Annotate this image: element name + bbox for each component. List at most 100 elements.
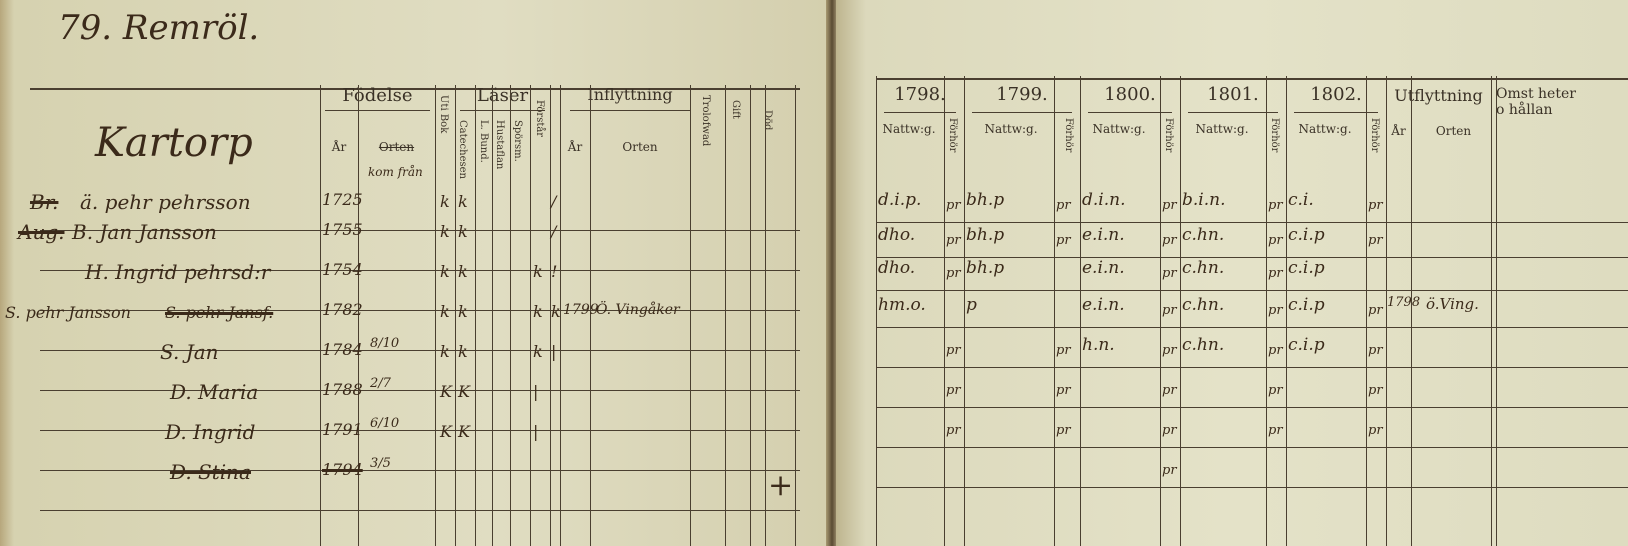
utflyttning-header: Utflyttning	[1394, 86, 1483, 105]
column-divider	[475, 85, 476, 546]
cell-forhor: pr	[1162, 343, 1177, 358]
cell-nattwg: c.hn.	[1182, 225, 1225, 245]
birth-year: 1791	[322, 420, 363, 439]
cell-forhor: pr	[1056, 383, 1071, 398]
nattwg-header: Nattw:g.	[1092, 122, 1146, 136]
mark-forstar: |	[551, 342, 557, 361]
person-name: B. Jan Jansson	[72, 220, 217, 244]
mark-uti_bok: K	[440, 382, 452, 401]
column-divider	[492, 85, 493, 546]
row-rule	[40, 230, 800, 231]
utflyttning-place: ö.Ving.	[1426, 295, 1479, 313]
cell-forhor: pr	[1368, 303, 1383, 318]
cell-nattwg: c.i.p	[1288, 258, 1325, 278]
row-rule	[40, 270, 800, 271]
mark-c5: k	[533, 262, 543, 281]
inflyttning-year: 1799	[563, 302, 599, 318]
cell-nattwg: e.i.n.	[1082, 295, 1125, 315]
column-divider	[1180, 76, 1181, 546]
cell-forhor: pr	[946, 343, 961, 358]
forhor-header: Förhör	[1369, 118, 1380, 153]
cell-forhor: pr	[1368, 343, 1383, 358]
birth-year: 1782	[322, 300, 363, 319]
nattwg-header: Nattw:g.	[984, 122, 1038, 136]
year-underline	[1188, 112, 1278, 113]
mark-c5: |	[533, 382, 539, 401]
mark-forstar: /	[551, 192, 557, 211]
column-divider	[750, 85, 751, 546]
person-name: S. Jan	[160, 340, 219, 364]
ut-orten-header: Orten	[1435, 124, 1472, 138]
person-name: D. Ingrid	[165, 420, 256, 444]
cell-forhor: pr	[946, 266, 961, 281]
header-l_bund: L. Bund.	[478, 120, 489, 163]
mark-cat: k	[458, 192, 468, 211]
cell-forhor: pr	[946, 233, 961, 248]
right-page: 1798. Nattw:g. Förhör 1799. Nattw:g. Förhör 18…	[836, 0, 1628, 546]
year-header: 1799.	[996, 84, 1048, 105]
cell-nattwg: p	[966, 295, 977, 315]
cell-forhor: pr	[946, 383, 961, 398]
birth-year: 1754	[322, 260, 363, 279]
mark-uti_bok: k	[440, 262, 450, 281]
cell-forhor: pr	[1162, 233, 1177, 248]
nattwg-header: Nattw:g.	[1298, 122, 1352, 136]
column-divider	[795, 85, 796, 546]
mark-c5: k	[533, 302, 543, 321]
birth-date: 8/10	[370, 336, 400, 351]
forhor-header: Förhör	[947, 118, 958, 153]
cell-forhor: pr	[1056, 233, 1071, 248]
header-huestaflan: Hustaflan	[494, 120, 505, 170]
cell-forhor: pr	[1056, 423, 1071, 438]
column-divider	[510, 85, 511, 546]
mark-cat: k	[458, 262, 468, 281]
year-underline	[884, 112, 956, 113]
mark-c5: k	[533, 342, 543, 361]
mark-cat: k	[458, 342, 468, 361]
header-gift: Gift	[730, 100, 741, 119]
cell-nattwg: c.hn.	[1182, 258, 1225, 278]
column-divider	[876, 76, 877, 546]
column-divider	[725, 85, 726, 546]
forhor-header: Förhör	[1269, 118, 1280, 153]
cell-nattwg: d.i.n.	[1082, 190, 1126, 210]
cell-nattwg: dho.	[878, 225, 916, 245]
year-header: 1802.	[1310, 84, 1362, 105]
cell-nattwg: h.n.	[1082, 335, 1115, 355]
header-underline	[460, 110, 545, 111]
person-name: D. Stina	[170, 460, 251, 484]
death-mark: +	[768, 468, 794, 503]
column-divider	[320, 85, 321, 546]
header-ins-orten: Orten	[622, 140, 658, 154]
column-divider	[1266, 76, 1267, 546]
mark-forstar: !	[551, 262, 558, 281]
header-kom-fran: kom från	[368, 165, 423, 179]
header-insflyttning: Inflyttning	[587, 85, 673, 104]
cell-nattwg: b.i.n.	[1182, 190, 1226, 210]
omst-header: Omst heter o hållan	[1496, 86, 1576, 118]
nattwg-header: Nattw:g.	[882, 122, 936, 136]
ut-ar-header: År	[1391, 124, 1406, 138]
column-divider	[1496, 76, 1497, 546]
person-name: ä. pehr pehrsson	[80, 190, 251, 214]
column-divider	[1160, 76, 1161, 546]
cell-forhor: pr	[1368, 198, 1383, 213]
header-uti_bok: Uti Bok	[438, 95, 449, 134]
birth-date: 6/10	[370, 416, 400, 431]
row-rule	[876, 290, 1628, 291]
column-divider	[1054, 76, 1055, 546]
cell-forhor: pr	[1368, 233, 1383, 248]
header-catechesen: Catechesen	[457, 120, 468, 179]
column-divider	[690, 85, 691, 546]
cell-forhor: pr	[1162, 198, 1177, 213]
column-divider	[1366, 76, 1367, 546]
row-rule	[40, 350, 800, 351]
column-divider	[1286, 76, 1287, 546]
birth-year: 1794	[322, 460, 363, 479]
cell-forhor: pr	[1368, 383, 1383, 398]
column-divider	[530, 85, 531, 546]
row-rule	[876, 407, 1628, 408]
column-divider	[358, 85, 359, 546]
column-divider	[1080, 76, 1081, 546]
cell-forhor: pr	[1162, 266, 1177, 281]
